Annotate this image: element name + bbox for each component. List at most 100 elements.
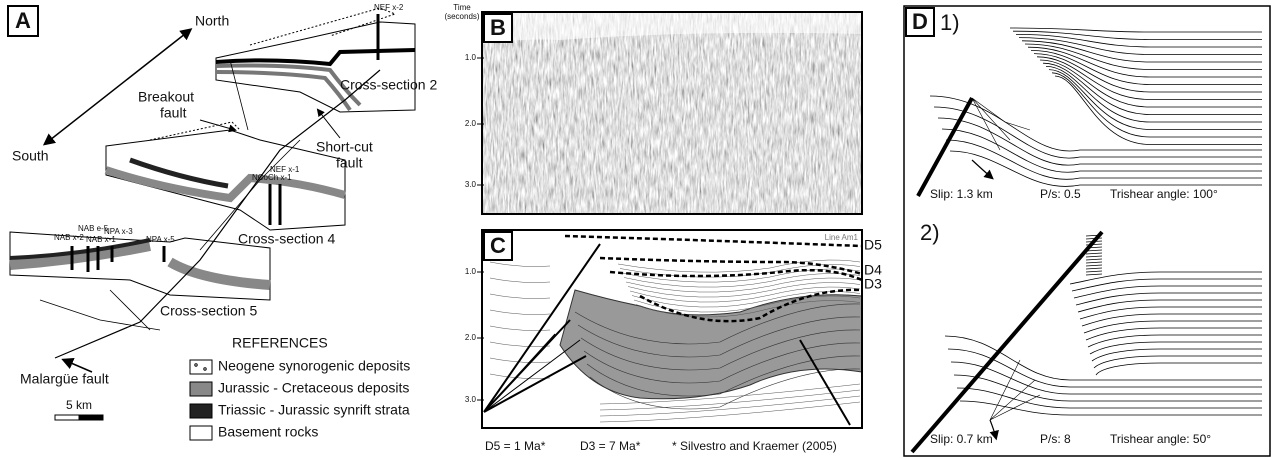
ticks xyxy=(477,57,484,186)
eroded-strata xyxy=(249,7,397,46)
model-line xyxy=(1085,273,1103,276)
model-line xyxy=(950,361,1262,395)
model-line xyxy=(959,400,1262,416)
model-line xyxy=(941,128,1262,173)
legend-swatch xyxy=(189,359,213,375)
legend-swatch xyxy=(189,425,213,441)
model-line xyxy=(1027,46,1262,78)
model-line xyxy=(583,342,861,384)
model-line xyxy=(1083,320,1262,334)
label-box xyxy=(483,231,513,261)
axis-title: (seconds) xyxy=(444,12,479,21)
horizon xyxy=(564,234,863,323)
slip-arrow xyxy=(989,419,999,441)
legend-label: Jurassic - Cretaceous deposits xyxy=(218,380,409,396)
model-line xyxy=(1085,267,1103,270)
model-line xyxy=(956,387,1262,409)
legend-label: Basement rocks xyxy=(218,424,318,440)
model-line xyxy=(1095,362,1262,376)
fault-label: Malargüe fault xyxy=(20,371,109,387)
model-line xyxy=(577,316,861,358)
well-label: NAB e-5 xyxy=(78,224,109,233)
fault xyxy=(39,59,301,331)
fault-label: Short-cut xyxy=(316,139,373,155)
tick-label: 2.0 xyxy=(465,119,477,128)
scale-bar xyxy=(78,414,104,421)
caption: * Silvestro and Kraemer (2005) xyxy=(672,439,837,453)
model-line xyxy=(1085,261,1103,264)
model-line xyxy=(1009,27,1262,33)
wells xyxy=(70,246,166,272)
ps: P/s: 0.5 xyxy=(1040,187,1081,201)
model-line xyxy=(1089,341,1262,355)
model-line xyxy=(617,259,861,273)
horizon-label: D3 xyxy=(864,276,882,292)
axis-title: Time xyxy=(453,3,471,12)
panel-b: B Time (seconds) 1.0 2.0 3.0 xyxy=(444,3,863,215)
horizon-label: D4 xyxy=(864,262,882,278)
well-label: NPA x-3 xyxy=(104,227,133,236)
legend-label: Triassic - Jurassic synrift strata xyxy=(218,402,410,418)
scale-label: 5 km xyxy=(66,398,92,412)
well-label: NEF x-2 xyxy=(374,3,404,12)
model-line xyxy=(489,261,551,267)
fault xyxy=(910,230,1104,454)
model-line xyxy=(1033,53,1262,93)
model-line xyxy=(1021,40,1262,63)
fault-label: fault xyxy=(160,105,187,121)
model-line xyxy=(633,295,861,313)
synrift xyxy=(215,48,416,67)
model-line xyxy=(1091,348,1262,362)
cross-section-label: Cross-section 5 xyxy=(160,303,257,319)
slip: Slip: 0.7 km xyxy=(930,432,993,446)
model-line xyxy=(623,273,861,288)
model-line xyxy=(1024,43,1262,70)
model-line xyxy=(621,268,861,283)
fault xyxy=(483,243,851,426)
model-line xyxy=(1081,313,1262,327)
orientation-arrow xyxy=(42,28,193,146)
model-line xyxy=(1087,334,1262,348)
tick-label: 1.0 xyxy=(465,53,477,62)
trishear xyxy=(483,333,581,413)
model-line xyxy=(933,106,1262,159)
cross-section-label: Cross-section 4 xyxy=(238,231,335,247)
horizon-label: D5 xyxy=(864,237,882,253)
legend-label: Neogene synorogenic deposits xyxy=(218,358,410,374)
model-line xyxy=(599,383,861,405)
pointer xyxy=(61,358,93,373)
model-line xyxy=(489,277,551,283)
model-line xyxy=(489,357,551,363)
model-line xyxy=(589,368,861,410)
panel-label: B xyxy=(490,15,506,40)
model-line xyxy=(1085,255,1103,258)
model-line xyxy=(1018,37,1262,55)
seismic-image xyxy=(482,12,862,214)
malargue-fault xyxy=(54,69,381,359)
slip-arrow xyxy=(971,159,994,180)
model-line xyxy=(1048,69,1262,130)
model-line xyxy=(1042,62,1262,115)
strata-lines xyxy=(489,259,861,423)
slip: Slip: 1.3 km xyxy=(930,187,993,201)
model-line xyxy=(627,282,861,298)
model-line xyxy=(1054,75,1262,145)
pointer xyxy=(316,108,341,139)
model-line xyxy=(1085,258,1103,261)
model-line xyxy=(586,355,861,397)
model-line xyxy=(1030,50,1262,85)
scale-bar xyxy=(54,414,80,421)
strata xyxy=(215,63,362,112)
synrift xyxy=(129,157,229,189)
label-box xyxy=(483,13,513,43)
synrift xyxy=(9,238,151,260)
model-line xyxy=(580,329,861,371)
dot xyxy=(194,363,198,367)
model-line xyxy=(1085,264,1103,267)
model-line xyxy=(625,277,861,293)
model-line xyxy=(1085,252,1103,255)
model-line xyxy=(489,325,551,331)
fault-label: fault xyxy=(336,155,363,171)
legend-title: REFERENCES xyxy=(232,335,328,351)
